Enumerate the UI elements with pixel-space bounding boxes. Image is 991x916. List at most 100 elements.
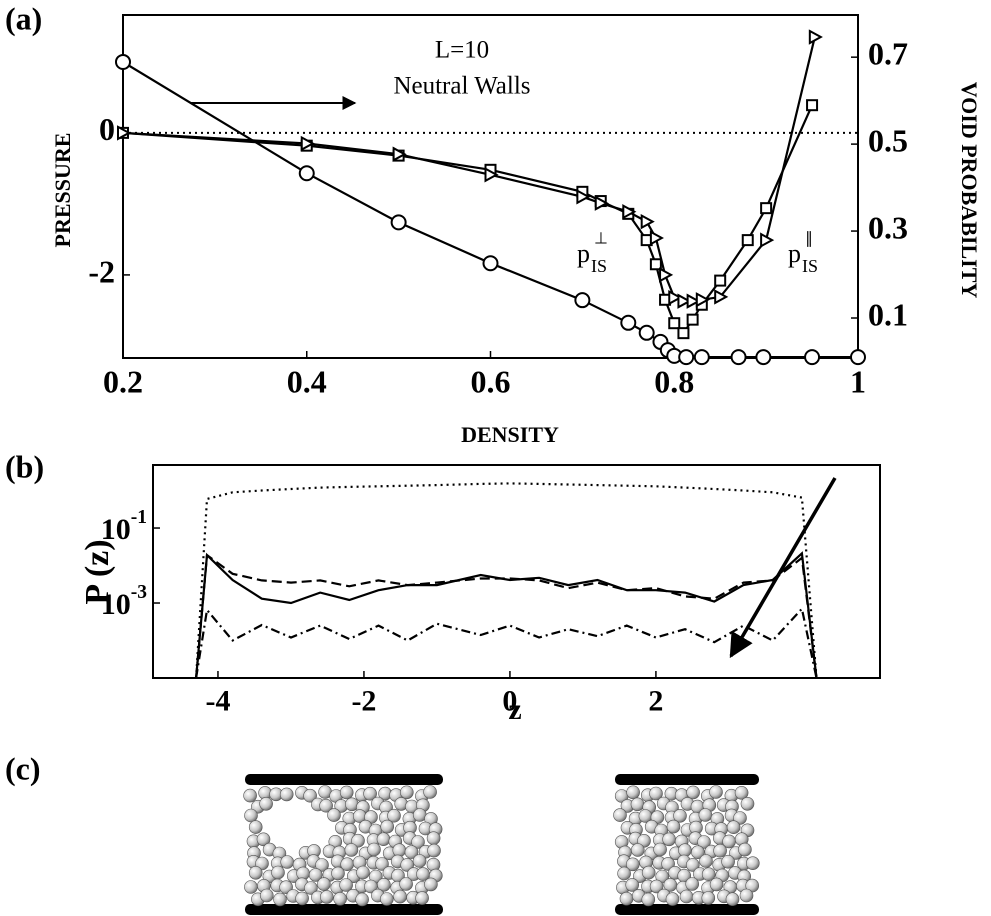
sphere <box>399 785 414 800</box>
sphere <box>666 819 681 834</box>
series-line <box>195 553 818 679</box>
tick-base: 10 <box>101 588 131 621</box>
sphere <box>415 891 429 905</box>
sphere <box>740 796 755 811</box>
sphere <box>244 880 258 894</box>
marker <box>677 293 692 309</box>
sphere <box>709 785 723 799</box>
y2-tick-label: 0.3 <box>868 209 908 245</box>
sphere <box>641 892 656 907</box>
sphere <box>295 891 309 906</box>
sphere <box>243 788 257 803</box>
sphere <box>319 890 334 904</box>
arrow <box>729 477 837 659</box>
x-tick-label: 0.2 <box>103 364 143 400</box>
sphere <box>248 820 263 834</box>
y-axis-label: PRESSURE <box>50 133 75 248</box>
sphere <box>423 785 437 799</box>
tick-base: 10 <box>101 513 131 546</box>
sphere <box>411 835 425 849</box>
series-line <box>195 606 818 679</box>
x-tick-label: 1 <box>850 364 866 400</box>
sphere <box>393 889 407 904</box>
sphere <box>259 796 273 811</box>
sphere <box>613 808 627 822</box>
x-tick-label: 0.8 <box>654 364 694 400</box>
sphere <box>617 866 631 881</box>
sphere <box>698 808 713 822</box>
sphere <box>308 868 323 882</box>
marker <box>574 292 591 309</box>
sphere <box>375 857 389 871</box>
marker <box>117 125 132 141</box>
tick-exponent: -1 <box>131 508 147 529</box>
sphere <box>734 785 749 800</box>
marker <box>576 189 591 205</box>
plot-frame <box>122 14 859 359</box>
marker <box>760 232 775 248</box>
series-line <box>123 61 858 359</box>
marker <box>659 267 674 283</box>
sphere <box>279 787 294 802</box>
marker <box>714 289 729 305</box>
marker <box>115 53 131 70</box>
annotation: L=10 <box>435 37 489 64</box>
sphere <box>685 858 700 872</box>
y-tick-label: 10-3 <box>101 582 147 620</box>
y2-tick-label: 0.5 <box>868 122 908 158</box>
curve-label-sub: IS <box>591 256 607 276</box>
x-tick-label: 0 <box>502 684 517 717</box>
sphere <box>315 858 329 872</box>
y2-axis-label: VOID PROBABILITY <box>957 82 982 299</box>
sphere <box>248 865 263 880</box>
sphere <box>662 832 676 847</box>
sphere <box>304 881 318 895</box>
marker <box>298 165 315 182</box>
sphere <box>256 832 271 847</box>
panel-label: (c) <box>5 750 41 786</box>
marker <box>678 349 695 366</box>
marker <box>677 327 690 340</box>
panel-label: (a) <box>5 0 42 36</box>
marker <box>484 167 499 183</box>
marker <box>622 204 637 220</box>
sphere <box>649 786 663 801</box>
sphere <box>626 785 640 800</box>
sphere <box>697 835 711 849</box>
sphere <box>630 843 645 857</box>
y-tick-label: -2 <box>88 253 115 289</box>
marker <box>755 349 772 366</box>
panel-label: (b) <box>5 448 44 484</box>
sphere <box>641 865 656 880</box>
sphere <box>673 808 687 823</box>
sphere <box>380 819 395 834</box>
marker <box>640 213 655 230</box>
wall <box>245 904 443 915</box>
marker <box>620 314 637 331</box>
marker <box>850 349 866 366</box>
x-tick-label: 0.6 <box>471 364 511 400</box>
y2-tick-label: 0.7 <box>868 36 908 72</box>
sphere <box>630 797 645 812</box>
marker <box>806 99 819 112</box>
tick-exponent: -3 <box>131 582 147 603</box>
sphere <box>244 808 258 823</box>
sphere <box>691 845 705 860</box>
sphere <box>625 878 640 892</box>
curve-label-sub: IS <box>802 256 818 276</box>
annotation: Neutral Walls <box>393 73 530 100</box>
curve-label-sup: ⊥ <box>594 231 608 248</box>
sphere <box>686 785 700 800</box>
sphere <box>376 832 391 847</box>
series-line <box>195 551 818 679</box>
sphere <box>721 854 735 869</box>
sphere <box>619 891 634 906</box>
sphere <box>412 854 427 868</box>
marker <box>714 274 727 287</box>
marker <box>390 214 407 231</box>
marker <box>730 349 747 366</box>
marker <box>668 289 683 306</box>
sphere <box>726 820 741 835</box>
